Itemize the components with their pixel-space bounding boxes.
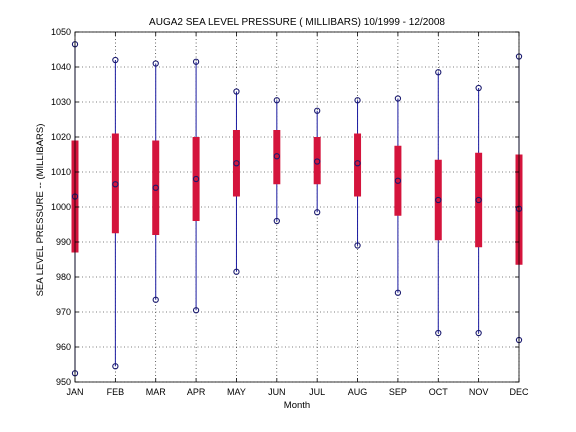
x-tick-label-jun: JUN (268, 387, 286, 397)
iqr-box-feb (111, 133, 119, 234)
x-tick-label-oct: OCT (429, 387, 449, 397)
box-nov (475, 84, 483, 337)
median-marker-may (233, 160, 240, 167)
box-sep (394, 95, 402, 296)
box-may (232, 88, 240, 275)
median-marker-jun (273, 153, 280, 160)
box-mar (152, 60, 160, 303)
x-tick-label-jul: JUL (309, 387, 325, 397)
min-marker-jun (273, 217, 280, 225)
x-axis-label: Month (284, 400, 310, 411)
min-marker-nov (475, 329, 482, 337)
max-marker-jul (314, 107, 321, 114)
chart-title: AUGA2 SEA LEVEL PRESSURE ( MILLIBARS) 10… (149, 17, 445, 28)
grid-lines (74, 31, 520, 383)
max-marker-oct (435, 69, 442, 76)
min-marker-may (233, 268, 240, 275)
min-marker-oct (435, 329, 442, 337)
x-tick-label-jan: JAN (66, 387, 83, 397)
median-marker-nov (475, 196, 482, 204)
y-tick-label: 1050 (51, 27, 71, 37)
box-feb (111, 56, 119, 370)
median-marker-aug (354, 160, 361, 167)
iqr-box-apr (192, 137, 200, 221)
max-marker-may (233, 88, 240, 95)
y-tick-label: 1000 (51, 202, 71, 212)
x-tick-label-feb: FEB (107, 387, 125, 397)
box-apr (192, 58, 200, 314)
x-tick-label-may: MAY (227, 387, 246, 397)
y-tick-label: 1040 (51, 62, 71, 72)
median-marker-jul (314, 158, 321, 165)
y-tick-label: 970 (56, 307, 71, 317)
x-tick-label-apr: APR (187, 387, 206, 397)
iqr-box-nov (475, 152, 483, 248)
box-jun (273, 97, 281, 225)
box-jul (313, 107, 321, 216)
x-tick-label-sep: SEP (389, 387, 407, 397)
y-tick-label: 960 (56, 342, 71, 352)
median-marker-feb (112, 181, 119, 188)
median-marker-apr (192, 175, 200, 183)
y-tick-label: 980 (56, 272, 71, 282)
x-tick-label-mar: MAR (146, 387, 167, 397)
y-axis-label: SEA LEVEL PRESSURE -- (MILLIBARS) (35, 124, 46, 297)
iqr-box-aug (354, 133, 362, 197)
iqr-box-jul (313, 137, 321, 185)
box-plots (71, 41, 523, 377)
y-tick-label: 1010 (51, 167, 71, 177)
min-marker-feb (112, 363, 119, 370)
min-marker-jul (314, 209, 321, 216)
iqr-box-may (232, 130, 240, 197)
box-oct (434, 69, 442, 337)
y-tick-label: 1020 (51, 132, 71, 142)
median-marker-oct (435, 196, 442, 204)
min-marker-apr (192, 307, 200, 314)
max-marker-jun (273, 97, 280, 104)
y-tick-label: 1030 (51, 97, 71, 107)
median-marker-mar (152, 184, 159, 191)
max-marker-mar (152, 60, 159, 67)
iqr-box-oct (434, 159, 442, 241)
x-tick-label-dec: DEC (509, 387, 529, 397)
median-marker-sep (394, 177, 402, 184)
min-marker-aug (354, 242, 361, 249)
min-marker-sep (394, 289, 402, 296)
iqr-box-jun (273, 130, 281, 185)
iqr-box-sep (394, 145, 402, 216)
x-tick-label-aug: AUG (348, 387, 368, 397)
max-marker-aug (354, 97, 361, 104)
max-marker-nov (475, 84, 482, 92)
iqr-box-mar (152, 140, 160, 235)
axes: 950 960 970 980 990 1000 1010 1020 1030 1040 1050 J… (51, 27, 529, 397)
max-marker-sep (394, 95, 402, 102)
x-tick-label-nov: NOV (469, 387, 489, 397)
max-marker-apr (192, 58, 200, 65)
box-aug (354, 97, 362, 249)
y-tick-label: 950 (56, 377, 71, 387)
min-marker-mar (152, 296, 159, 303)
y-tick-label: 990 (56, 237, 71, 247)
max-marker-feb (112, 56, 119, 64)
